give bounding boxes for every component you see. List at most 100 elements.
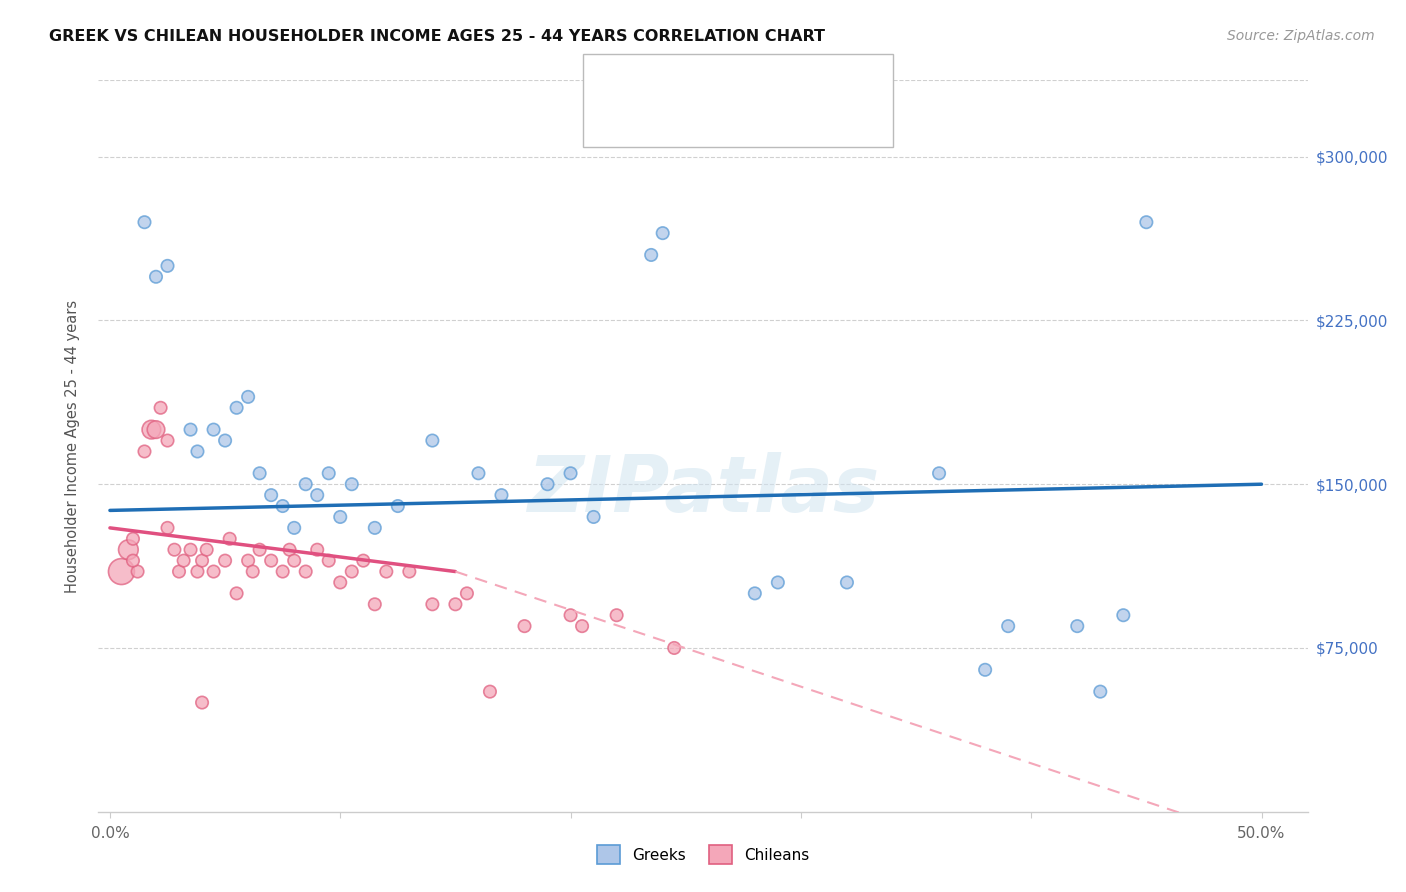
Point: [422, 597, 444, 611]
Point: [236, 554, 259, 568]
Point: [928, 467, 950, 481]
Point: [195, 542, 218, 557]
Point: [214, 554, 236, 568]
Text: R =: R =: [643, 114, 671, 129]
Point: [294, 477, 316, 491]
Bar: [596, 63, 630, 94]
Point: [513, 619, 536, 633]
Point: [318, 467, 340, 481]
Point: [214, 434, 236, 448]
FancyBboxPatch shape: [583, 54, 893, 147]
Point: [571, 619, 593, 633]
Point: [202, 565, 225, 579]
Point: [167, 565, 190, 579]
Point: [278, 542, 301, 557]
Point: [766, 575, 789, 590]
Point: [560, 467, 582, 481]
Point: [467, 467, 489, 481]
Point: [156, 434, 179, 448]
Point: [364, 521, 387, 535]
Bar: [596, 107, 630, 138]
Point: [340, 565, 363, 579]
Point: [283, 521, 305, 535]
Text: 0.047: 0.047: [697, 70, 747, 86]
Point: [186, 565, 208, 579]
Point: [122, 532, 145, 546]
Y-axis label: Householder Income Ages 25 - 44 years: Householder Income Ages 25 - 44 years: [65, 300, 80, 592]
Text: Source: ZipAtlas.com: Source: ZipAtlas.com: [1227, 29, 1375, 44]
Text: 40: 40: [825, 70, 846, 86]
Point: [491, 488, 513, 502]
Point: [835, 575, 858, 590]
Point: [283, 554, 305, 568]
Legend: Greeks, Chileans: Greeks, Chileans: [591, 839, 815, 870]
Point: [249, 467, 271, 481]
Point: [110, 565, 132, 579]
Point: [456, 586, 478, 600]
Point: [156, 521, 179, 535]
Point: [375, 565, 398, 579]
Point: [329, 575, 352, 590]
Point: [271, 499, 294, 513]
Point: [127, 565, 149, 579]
Point: [122, 554, 145, 568]
Text: -0.239: -0.239: [697, 114, 752, 129]
Text: ZIPatlas: ZIPatlas: [527, 452, 879, 528]
Point: [163, 542, 186, 557]
Point: [236, 390, 259, 404]
Point: [173, 554, 195, 568]
Point: [640, 248, 662, 262]
Point: [651, 226, 673, 240]
Point: [307, 488, 329, 502]
Point: [225, 586, 247, 600]
Point: [340, 477, 363, 491]
Point: [478, 684, 501, 698]
Point: [318, 554, 340, 568]
Point: [134, 444, 156, 458]
Point: [191, 554, 214, 568]
Point: [997, 619, 1019, 633]
Point: [444, 597, 467, 611]
Point: [149, 401, 172, 415]
Point: [180, 423, 202, 437]
Point: [329, 510, 352, 524]
Point: [249, 542, 271, 557]
Point: [582, 510, 605, 524]
Point: [202, 423, 225, 437]
Point: [1135, 215, 1157, 229]
Point: [606, 608, 628, 623]
Point: [1066, 619, 1088, 633]
Point: [398, 565, 420, 579]
Point: [974, 663, 997, 677]
Point: [1090, 684, 1112, 698]
Point: [191, 696, 214, 710]
Text: GREEK VS CHILEAN HOUSEHOLDER INCOME AGES 25 - 44 YEARS CORRELATION CHART: GREEK VS CHILEAN HOUSEHOLDER INCOME AGES…: [49, 29, 825, 45]
Point: [664, 640, 686, 655]
Point: [352, 554, 374, 568]
Point: [294, 565, 316, 579]
Point: [180, 542, 202, 557]
Text: N =: N =: [779, 114, 807, 129]
Point: [218, 532, 240, 546]
Text: N =: N =: [779, 70, 807, 86]
Point: [117, 542, 139, 557]
Point: [1112, 608, 1135, 623]
Point: [145, 423, 167, 437]
Text: R =: R =: [643, 70, 671, 86]
Point: [141, 423, 163, 437]
Point: [560, 608, 582, 623]
Text: 48: 48: [825, 114, 846, 129]
Point: [364, 597, 387, 611]
Point: [536, 477, 558, 491]
Point: [260, 554, 283, 568]
Point: [156, 259, 179, 273]
Point: [307, 542, 329, 557]
Point: [744, 586, 766, 600]
Point: [260, 488, 283, 502]
Point: [145, 269, 167, 284]
Point: [134, 215, 156, 229]
Point: [387, 499, 409, 513]
Point: [225, 401, 247, 415]
Point: [271, 565, 294, 579]
Point: [422, 434, 444, 448]
